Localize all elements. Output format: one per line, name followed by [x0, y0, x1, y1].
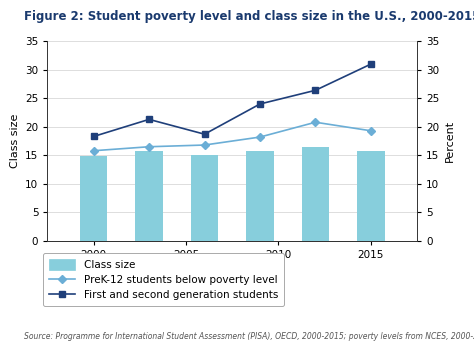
- Bar: [80, 157, 108, 241]
- Y-axis label: Percent: Percent: [445, 120, 455, 162]
- X-axis label: Year: Year: [220, 265, 244, 276]
- Text: Source: Programme for International Student Assessment (PISA), OECD, 2000-2015; : Source: Programme for International Stud…: [24, 332, 474, 341]
- Bar: [191, 155, 219, 241]
- Bar: [246, 151, 274, 241]
- Legend: Class size, PreK-12 students below poverty level, First and second generation st: Class size, PreK-12 students below pover…: [43, 253, 284, 306]
- Bar: [357, 151, 385, 241]
- Bar: [135, 151, 163, 241]
- Text: Figure 2: Student poverty level and class size in the U.S., 2000-2015: Figure 2: Student poverty level and clas…: [24, 10, 474, 23]
- Y-axis label: Class size: Class size: [9, 114, 19, 168]
- Bar: [301, 147, 329, 241]
